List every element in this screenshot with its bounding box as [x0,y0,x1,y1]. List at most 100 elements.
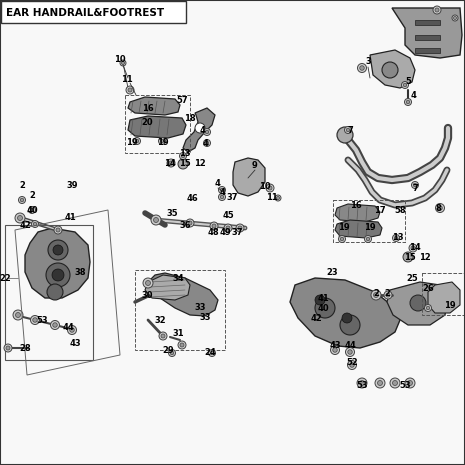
Circle shape [359,380,365,385]
Circle shape [360,66,364,70]
Circle shape [28,206,35,213]
Text: 4: 4 [410,91,416,100]
Circle shape [392,234,399,241]
Circle shape [151,215,161,225]
Circle shape [378,380,383,385]
Text: 9: 9 [251,160,257,170]
Circle shape [357,378,367,388]
Text: 16: 16 [142,104,154,113]
Text: 4: 4 [202,139,208,147]
Bar [415,48,440,53]
Circle shape [392,380,398,385]
Circle shape [348,350,352,354]
Circle shape [346,128,350,132]
Circle shape [168,350,175,357]
Circle shape [350,363,354,367]
Text: 34: 34 [172,273,184,283]
Bar [415,20,440,25]
Text: 43: 43 [69,339,81,347]
Circle shape [342,313,352,323]
Circle shape [208,350,215,357]
Text: 57: 57 [176,95,188,105]
Text: 41: 41 [317,293,329,303]
Text: 45: 45 [222,211,234,219]
Circle shape [70,328,74,332]
Polygon shape [370,50,415,88]
Circle shape [204,128,211,135]
Circle shape [405,378,415,388]
Circle shape [224,224,232,232]
Text: 31: 31 [172,328,184,338]
Text: 22: 22 [0,273,11,283]
Bar [125,95,190,153]
Circle shape [13,310,23,320]
Polygon shape [428,282,460,313]
Bar [135,270,225,350]
Circle shape [413,183,417,187]
Circle shape [33,318,37,322]
Circle shape [128,88,132,92]
Bar [5,225,93,360]
Circle shape [48,240,68,260]
Circle shape [453,16,457,20]
Circle shape [19,197,26,204]
Text: 15: 15 [404,252,416,261]
Circle shape [266,184,274,192]
Text: 32: 32 [154,315,166,325]
Text: 53: 53 [356,380,368,390]
Polygon shape [128,116,186,138]
Text: 48: 48 [207,227,219,237]
Circle shape [277,197,279,199]
Circle shape [390,378,400,388]
Text: 10: 10 [259,181,271,191]
Circle shape [435,8,439,12]
Polygon shape [183,108,215,152]
Circle shape [15,213,25,223]
Circle shape [373,292,379,298]
Circle shape [159,138,166,145]
Circle shape [220,188,224,192]
Circle shape [238,226,242,230]
Text: 43: 43 [329,340,341,350]
Text: 14: 14 [409,243,421,252]
Circle shape [345,126,352,133]
Circle shape [411,246,415,250]
Circle shape [220,195,224,199]
Polygon shape [128,97,180,115]
Circle shape [186,219,194,227]
Circle shape [358,64,366,73]
Circle shape [56,228,60,232]
Text: 39: 39 [66,180,78,190]
Circle shape [403,83,407,87]
Circle shape [315,295,325,305]
Circle shape [210,222,218,230]
Circle shape [366,237,370,241]
Circle shape [204,140,211,146]
Circle shape [386,293,390,297]
Circle shape [425,305,432,312]
Circle shape [340,237,344,241]
Circle shape [339,235,345,243]
Text: 52: 52 [346,358,358,366]
Circle shape [47,284,63,300]
Circle shape [169,161,173,165]
Circle shape [67,326,77,334]
Circle shape [409,244,417,252]
Text: 36: 36 [179,220,191,230]
Circle shape [54,226,62,234]
Circle shape [46,263,70,287]
Text: 3: 3 [365,58,371,66]
Text: 17: 17 [374,206,386,214]
Circle shape [15,312,20,318]
Circle shape [382,62,398,78]
Text: 7: 7 [412,184,418,193]
Circle shape [195,123,205,133]
Circle shape [452,15,458,21]
Text: 8: 8 [435,204,441,213]
Text: 46: 46 [186,193,198,202]
Text: 13: 13 [392,232,404,241]
Text: 15: 15 [179,159,191,167]
Circle shape [219,186,226,193]
Text: 58: 58 [394,206,406,214]
Text: 7: 7 [347,126,353,134]
